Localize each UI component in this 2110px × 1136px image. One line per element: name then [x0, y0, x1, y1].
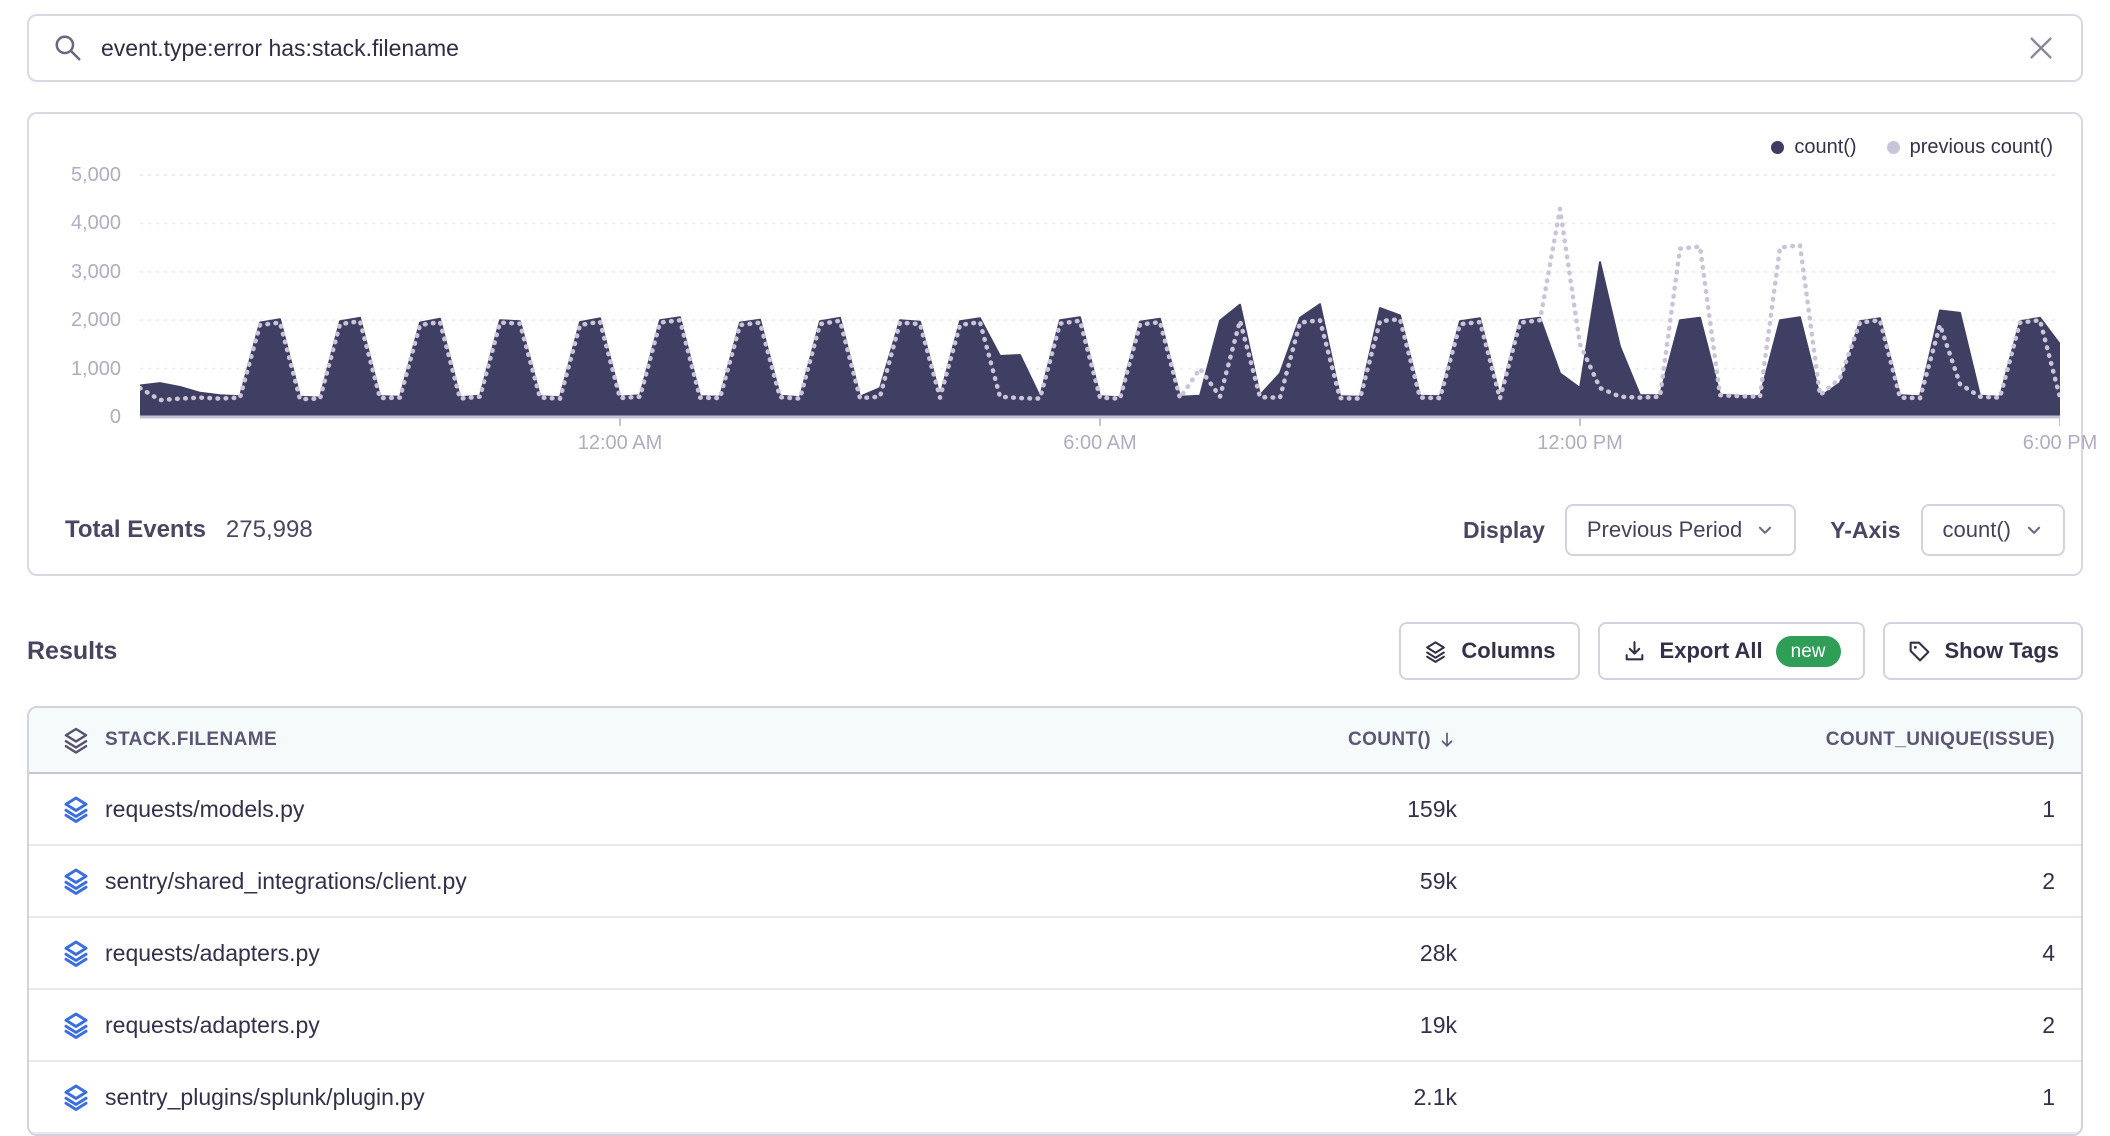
cell-count-unique[interactable]: 2 [2042, 867, 2055, 894]
table-header-row: STACK.FILENAME COUNT() COUNT_UNIQUE(ISSU… [29, 708, 2081, 774]
column-header-count[interactable]: COUNT() [1127, 729, 1457, 751]
results-title: Results [27, 636, 118, 665]
columns-button-label: Columns [1461, 638, 1556, 663]
sort-desc-icon [1441, 732, 1453, 747]
search-icon [55, 35, 81, 61]
chart-plot-area[interactable] [140, 152, 2060, 432]
legend-item-previous-count[interactable]: previous count() [1886, 136, 2053, 159]
cell-count-unique[interactable]: 1 [2042, 1083, 2055, 1110]
display-dropdown-value: Previous Period [1586, 517, 1743, 542]
results-header: Results Columns Export All new [27, 622, 2083, 680]
stack-drilldown-icon[interactable] [61, 938, 91, 968]
y-axis-label: 1,000 [70, 357, 121, 380]
y-axis-label: 0 [109, 406, 121, 428]
cell-count-unique[interactable]: 1 [2042, 795, 2055, 822]
results-buttons: Columns Export All new Show Tags [1399, 622, 2083, 680]
yaxis-label: Y-Axis [1830, 516, 1901, 543]
cell-count[interactable]: 28k [1419, 939, 1457, 966]
column-header-count-label: COUNT() [1347, 729, 1431, 750]
chevron-down-icon [2027, 526, 2041, 534]
x-axis-label: 6:00 PM [2022, 432, 2098, 454]
clear-search-icon[interactable] [2025, 32, 2057, 64]
table-row[interactable]: requests/adapters.py 19k 2 [29, 990, 2081, 1062]
cell-count[interactable]: 159k [1407, 795, 1457, 822]
display-label: Display [1463, 516, 1545, 543]
legend-item-count[interactable]: count() [1771, 136, 1857, 159]
search-bar [27, 14, 2083, 82]
events-chart-card: count() previous count() Total Events 27… [27, 112, 2097, 576]
y-axis-label: 4,000 [70, 212, 121, 235]
legend-label-count: count() [1794, 136, 1857, 158]
tag-icon [1909, 641, 1929, 661]
layers-icon [1426, 640, 1446, 663]
column-header-stack-filename[interactable]: STACK.FILENAME [105, 729, 278, 750]
cell-stack-filename[interactable]: sentry_plugins/splunk/plugin.py [105, 1083, 425, 1110]
x-axis-label: 12:00 AM [577, 432, 663, 454]
cell-count-unique[interactable]: 2 [2042, 1011, 2055, 1038]
download-icon [1625, 640, 1643, 660]
y-axis-label: 5,000 [70, 164, 121, 186]
cell-stack-filename[interactable]: requests/adapters.py [105, 1011, 320, 1038]
stack-icon [64, 727, 88, 754]
cell-stack-filename[interactable]: sentry/shared_integrations/client.py [105, 867, 467, 894]
stack-drilldown-icon[interactable] [61, 866, 91, 896]
legend-dot-1 [1886, 141, 1900, 154]
yaxis-dropdown-value: count() [1942, 517, 2011, 542]
export-all-button-label: Export All [1659, 638, 1763, 663]
discover-page: count() previous count() Total Events 27… [27, 14, 2097, 1136]
column-header-count-unique-issue[interactable]: COUNT_UNIQUE(ISSUE) [1825, 729, 2055, 750]
chart-footer: Total Events 275,998 Display Previous Pe… [29, 502, 2081, 558]
table-row[interactable]: requests/adapters.py 28k 4 [29, 918, 2081, 990]
y-axis-label: 3,000 [70, 260, 121, 283]
cell-count-unique[interactable]: 4 [2042, 939, 2055, 966]
cell-count[interactable]: 2.1k [1413, 1083, 1457, 1110]
x-axis-label: 6:00 AM [1063, 432, 1137, 454]
chevron-down-icon [1759, 526, 1772, 534]
legend-dot-0 [1771, 141, 1785, 154]
cell-count[interactable]: 19k [1419, 1011, 1457, 1038]
display-dropdown[interactable]: Previous Period [1564, 504, 1797, 556]
results-table: STACK.FILENAME COUNT() COUNT_UNIQUE(ISSU… [27, 706, 2083, 1136]
legend-label-previous-count: previous count() [1909, 136, 2053, 158]
new-badge: new [1775, 635, 1841, 667]
search-input[interactable] [99, 33, 2025, 63]
yaxis-dropdown[interactable]: count() [1920, 504, 2065, 556]
cell-count[interactable]: 59k [1419, 867, 1457, 894]
table-row[interactable]: sentry/shared_integrations/client.py 59k… [29, 846, 2081, 918]
stack-drilldown-icon[interactable] [61, 1082, 91, 1112]
cell-stack-filename[interactable]: requests/models.py [105, 795, 305, 822]
table-header-icon-cell [29, 725, 105, 755]
columns-button[interactable]: Columns [1399, 622, 1580, 680]
table-row[interactable]: requests/models.py 159k 1 [29, 774, 2081, 846]
x-axis-label: 12:00 PM [1537, 432, 1623, 454]
chart-svg [140, 174, 2060, 426]
cell-stack-filename[interactable]: requests/adapters.py [105, 939, 320, 966]
show-tags-button[interactable]: Show Tags [1882, 622, 2083, 680]
export-all-button[interactable]: Export All new [1597, 622, 1865, 680]
stack-drilldown-icon[interactable] [61, 1010, 91, 1040]
total-events-label: Total Events [65, 516, 206, 543]
chart-legend: count() previous count() [1771, 136, 2053, 159]
total-events-value: 275,998 [225, 516, 313, 543]
show-tags-button-label: Show Tags [1944, 638, 2060, 663]
table-row[interactable]: sentry_plugins/splunk/plugin.py 2.1k 1 [29, 1062, 2081, 1134]
stack-drilldown-icon[interactable] [61, 794, 91, 824]
y-axis-label: 2,000 [70, 309, 121, 332]
